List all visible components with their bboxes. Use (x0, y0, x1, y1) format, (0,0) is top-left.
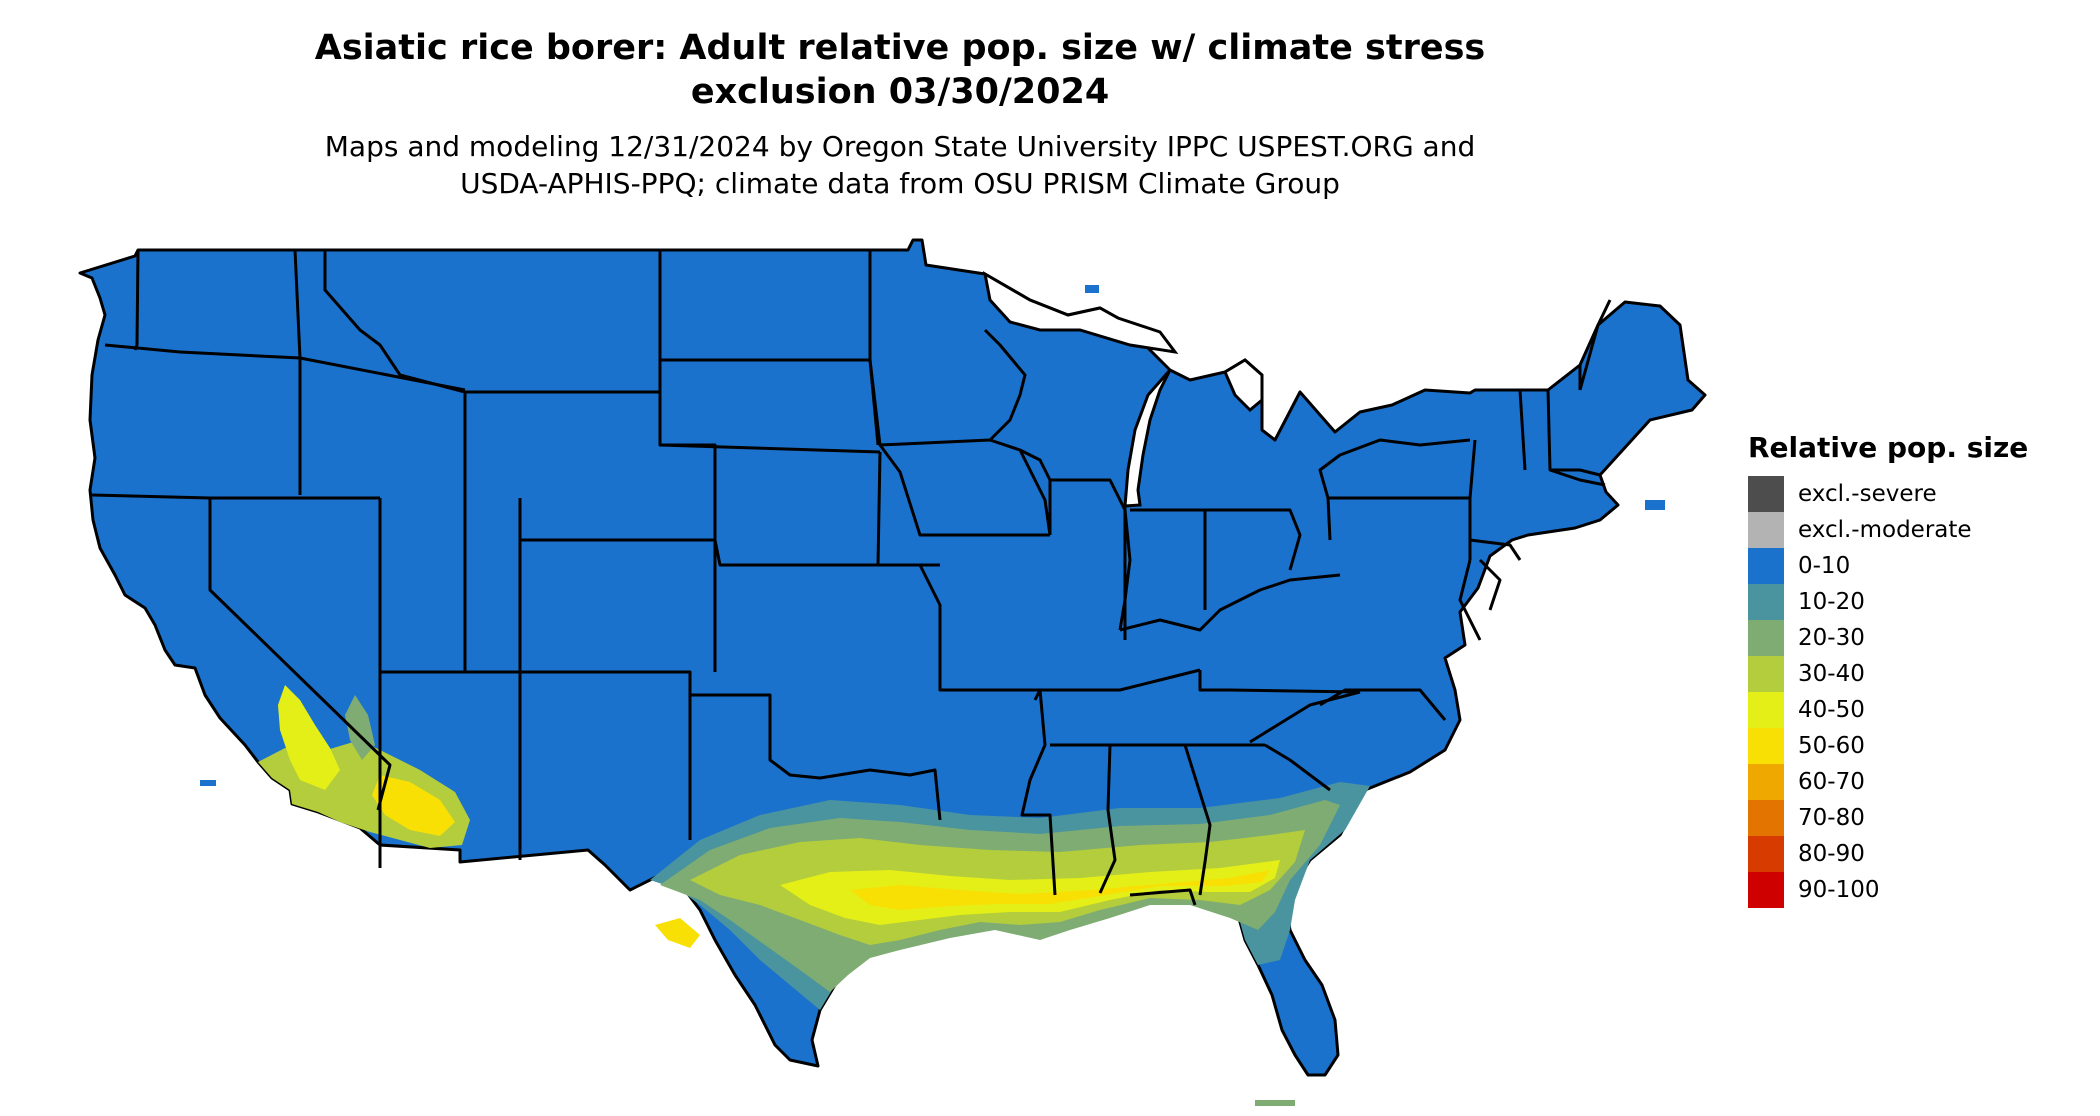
legend-item: 60-70 (1748, 764, 2088, 800)
map-subtitle-line-1: Maps and modeling 12/31/2024 by Oregon S… (324, 130, 1476, 163)
legend-label: 0-10 (1798, 553, 1851, 579)
legend-swatch (1748, 548, 1784, 584)
island-cape-cod (1645, 500, 1665, 510)
map-title-line-1: Asiatic rice borer: Adult relative pop. … (314, 28, 1486, 68)
zone-50-60-southwest (372, 775, 455, 836)
legend-swatch (1748, 692, 1784, 728)
legend-item: excl.-severe (1748, 476, 2088, 512)
legend-items: excl.-severe excl.-moderate 0-10 10-20 2… (1748, 476, 2088, 908)
legend-item: 90-100 (1748, 872, 2088, 908)
legend-label: excl.-moderate (1798, 517, 1972, 543)
map-subtitle: Maps and modeling 12/31/2024 by Oregon S… (150, 128, 1650, 202)
legend-item: 20-30 (1748, 620, 2088, 656)
zone-50-60-south (850, 870, 1270, 910)
legend-item: 70-80 (1748, 800, 2088, 836)
map-subtitle-line-2: USDA-APHIS-PPQ; climate data from OSU PR… (460, 167, 1340, 200)
lake-superior (982, 271, 1179, 355)
legend-item: 50-60 (1748, 728, 2088, 764)
zone-40-50-california (278, 685, 340, 790)
risk-gradient (258, 685, 1370, 1010)
legend-label: 40-50 (1798, 697, 1865, 723)
legend-label: 70-80 (1798, 805, 1865, 831)
legend-label: 90-100 (1798, 877, 1880, 903)
legend-swatch (1748, 728, 1784, 764)
map-title: Asiatic rice borer: Adult relative pop. … (150, 26, 1650, 114)
us-map (78, 238, 1707, 1106)
legend-swatch (1748, 584, 1784, 620)
legend-swatch (1748, 872, 1784, 908)
island-channel (200, 780, 216, 786)
legend-item: 0-10 (1748, 548, 2088, 584)
lake-erie-huron-gap (1223, 358, 1264, 413)
legend-label: 10-20 (1798, 589, 1865, 615)
legend-swatch (1748, 512, 1784, 548)
island-keys (1255, 1100, 1295, 1106)
legend: Relative pop. size excl.-severe excl.-mo… (1748, 430, 2088, 908)
legend-swatch (1748, 800, 1784, 836)
zone-50-60-coast (655, 918, 700, 948)
map-title-line-2: exclusion 03/30/2024 (690, 72, 1110, 112)
legend-swatch (1748, 620, 1784, 656)
legend-label: 20-30 (1798, 625, 1865, 651)
legend-swatch (1748, 476, 1784, 512)
legend-swatch (1748, 764, 1784, 800)
legend-swatch (1748, 836, 1784, 872)
legend-label: 80-90 (1798, 841, 1865, 867)
legend-swatch (1748, 656, 1784, 692)
legend-label: 60-70 (1798, 769, 1865, 795)
legend-title: Relative pop. size (1748, 431, 2029, 464)
legend-item: 40-50 (1748, 692, 2088, 728)
state-borders (91, 249, 1612, 906)
legend-label: 50-60 (1798, 733, 1865, 759)
lake-michigan (1123, 369, 1172, 508)
legend-item: 30-40 (1748, 656, 2088, 692)
legend-item: excl.-moderate (1748, 512, 2088, 548)
legend-label: 30-40 (1798, 661, 1865, 687)
island-superior (1085, 285, 1099, 293)
legend-item: 80-90 (1748, 836, 2088, 872)
legend-item: 10-20 (1748, 584, 2088, 620)
islands (200, 285, 1665, 1106)
legend-label: excl.-severe (1798, 481, 1937, 507)
